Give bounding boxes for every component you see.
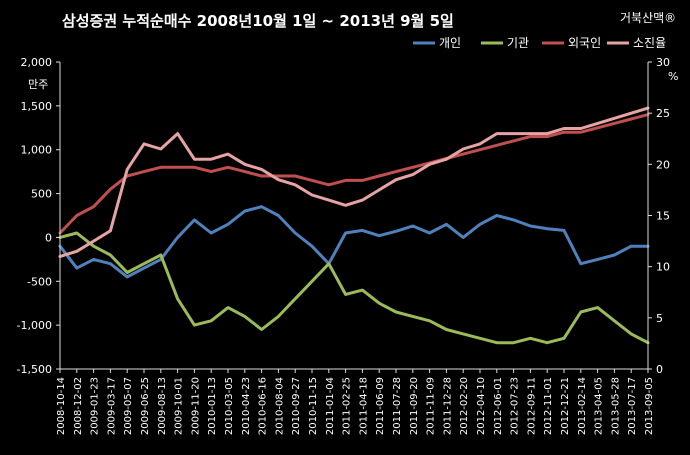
x-tick-label: 2012-12-21 [560,377,571,435]
x-tick-label: 2009-08-13 [157,377,168,435]
x-tick-label: 2011-09-20 [409,377,420,435]
x-tick-label: 2009-03-17 [106,377,117,435]
x-tick-label: 2012-09-11 [526,377,537,435]
y-tick-label-right: 20 [656,158,670,171]
x-tick-label: 2011-11-09 [426,377,437,435]
series-line-4 [58,106,650,258]
y-tick-label-right: 0 [656,363,663,376]
y-tick-label-left: 500 [31,188,52,201]
x-tick-label: 2013-04-05 [594,377,605,435]
y-tick-label-left: -500 [27,275,52,288]
x-tick-label: 2008-10-14 [56,377,67,435]
legend-label: 개인 [439,36,461,50]
x-tick-label: 2009-06-25 [140,377,151,435]
watermark: 거북산맥® [620,11,676,25]
x-tick-label: 2013-07-17 [627,377,638,435]
series-line-2 [58,231,650,345]
x-tick-label: 2013-02-14 [577,377,588,435]
x-tick-label: 2009-11-20 [190,377,201,435]
x-tick-label: 2012-02-20 [459,377,470,435]
y-axis-label-left: 만주 [28,78,48,91]
x-tick-label: 2010-11-15 [308,377,319,435]
y-tick-label-right: 5 [656,312,663,325]
y-tick-label-right: 30 [656,56,670,69]
x-tick-label: 2012-07-23 [510,377,521,435]
x-tick-label: 2011-07-28 [392,377,403,435]
x-tick-label: 2010-09-27 [291,377,302,435]
legend-label: 소진율 [633,36,666,50]
x-tick-label: 2010-04-23 [241,377,252,435]
x-tick-label: 2012-04-10 [476,377,487,435]
x-tick-label: 2009-05-07 [123,377,134,435]
y-axis-label-right: % [668,70,678,83]
legend-label: 기관 [507,36,529,50]
x-tick-label: 2009-01-23 [90,377,101,435]
series-line-1 [58,205,650,279]
y-tick-label-left: -1,000 [17,319,52,332]
x-tick-label: 2010-08-04 [274,377,285,435]
x-tick-label: 2013-09-05 [644,377,655,435]
y-tick-label-left: -1,500 [17,363,52,376]
y-tick-label-left: 2,000 [21,56,53,69]
x-tick-label: 2012-06-01 [493,377,504,435]
y-tick-label-left: 1,500 [21,100,53,113]
x-tick-label: 2008-12-02 [73,377,84,435]
x-tick-label: 2012-11-01 [543,377,554,435]
x-tick-label: 2010-01-13 [207,377,218,435]
x-tick-label: 2011-01-04 [325,377,336,435]
legend: 개인 기관 외국인 소진율 [413,36,666,50]
legend-label: 외국인 [568,36,601,50]
y-tick-label-right: 10 [656,261,670,274]
axes: 2,000 1,500 1,000 500 0 -500 -1,000 -1,500 30 25 2… [17,56,670,435]
y-tick-label-left: 1,000 [21,144,53,157]
series-line-3 [58,113,650,235]
y-tick-label-left: 0 [45,231,52,244]
x-tick-label: 2011-12-28 [442,377,453,435]
x-tick-label: 2011-06-09 [375,377,386,435]
x-tick-label: 2009-10-01 [174,377,185,435]
y-tick-label-right: 15 [656,210,670,223]
x-tick-label: 2011-02-25 [342,377,353,435]
y-tick-label-right: 25 [656,107,670,120]
chart-title: 삼성증권 누적순매수 2008년10월 1일 ~ 2013년 9월 5일 [62,12,454,30]
x-tick-label: 2010-06-16 [258,377,269,435]
x-tick-label: 2010-03-05 [224,377,235,435]
x-tick-label: 2013-05-28 [610,377,621,435]
x-tick-label: 2011-04-18 [358,377,369,435]
plot-area [58,106,650,345]
